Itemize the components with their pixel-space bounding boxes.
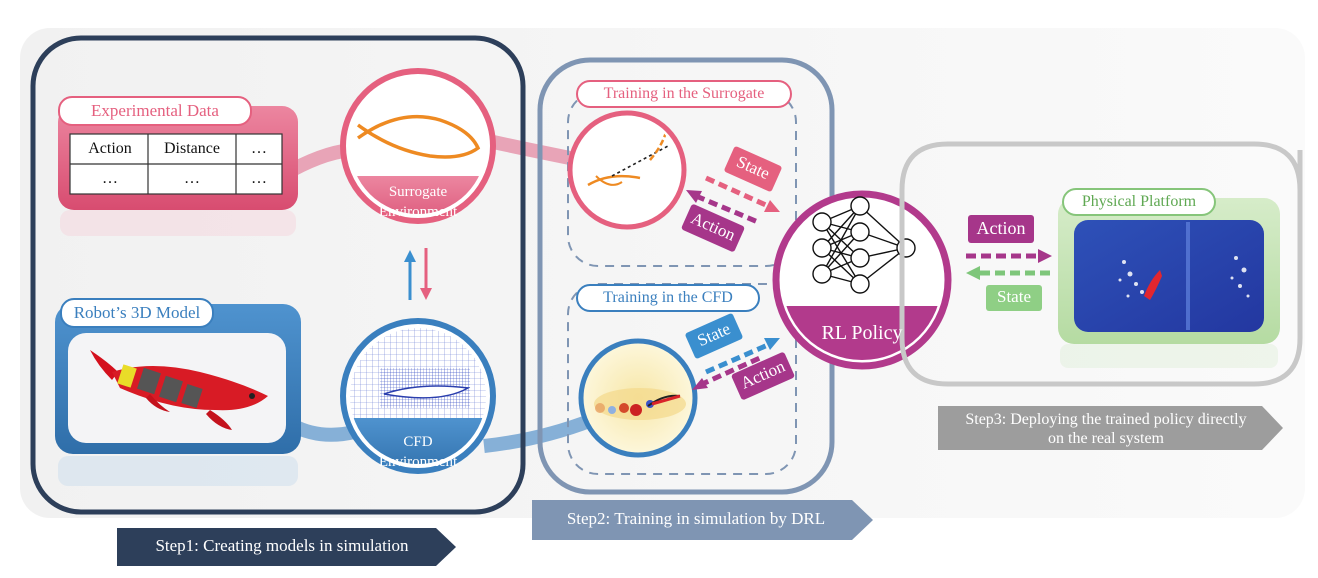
table-cell: …: [102, 170, 118, 187]
cfd-env-label-line1: CFD: [403, 434, 433, 450]
rl-policy-label: RL Policy: [821, 322, 903, 344]
experimental-data-title: Experimental Data: [58, 96, 252, 126]
step3-banner-line1: Step3: Deploying the trained policy dire…: [965, 411, 1247, 428]
surrogate-training-title: Training in the Surrogate: [576, 80, 792, 108]
fish-outline-icon: [356, 114, 481, 159]
table-header-distance: Distance: [164, 140, 220, 157]
table-header-action: Action: [88, 140, 132, 157]
step1-banner: Step1: Creating models in simulation: [155, 536, 409, 555]
step3-banner-line2: on the real system: [1048, 430, 1164, 447]
surrogate-env-label-line2: Environment: [378, 204, 458, 220]
surrogate-state-arrow: [704, 146, 782, 212]
cfd-env-label-line2: Environment: [378, 454, 458, 470]
surrogate-env-label: Surrogate Environment: [343, 182, 493, 222]
table-cell: …: [184, 170, 200, 187]
step1-banner-shape: [117, 528, 456, 566]
bidirectional-arrows: [404, 248, 432, 300]
step2-banner: Step2: Training in simulation by DRL: [566, 509, 826, 528]
platform-state-arrow: [966, 266, 1054, 311]
cfd-action-arrow: [692, 352, 795, 400]
experimental-data-reflection: [60, 210, 296, 236]
robot-model-title: Robot’s 3D Model: [60, 298, 214, 328]
table-header-more: …: [251, 140, 267, 157]
step3-banner: Step3: Deploying the trained policy dire…: [940, 410, 1272, 448]
platform-photo: [1074, 220, 1264, 332]
neural-network-icon: [812, 196, 916, 294]
surrogate-training-circle: [567, 110, 687, 230]
step1-container: [30, 35, 526, 515]
cfd-training-title: Training in the CFD: [576, 284, 760, 312]
cfd-state-arrow: [685, 313, 780, 375]
airfoil-icon: [383, 385, 471, 399]
flow-field-icon: [594, 388, 686, 420]
platform-state-label: State: [997, 287, 1031, 306]
robot-fish-in-water: [1144, 270, 1162, 300]
step3-banner-shape: [938, 406, 1283, 450]
robot-model-reflection: [58, 456, 298, 486]
cfd-env-label: CFD Environment: [343, 432, 493, 472]
robot-fish-image: [90, 350, 268, 430]
step3-container: [899, 141, 1303, 387]
surrogate-env-label-line1: Surrogate: [388, 184, 448, 200]
step2-banner-shape: [532, 500, 873, 540]
physical-platform-reflection: [1060, 344, 1278, 368]
table-cell: …: [251, 170, 267, 187]
platform-action-label: Action: [976, 218, 1026, 238]
physical-platform-title: Physical Platform: [1062, 188, 1216, 216]
platform-action-arrow: [966, 215, 1052, 263]
bubbles-icon: [1118, 256, 1250, 298]
surrogate-action-arrow: [681, 190, 759, 252]
